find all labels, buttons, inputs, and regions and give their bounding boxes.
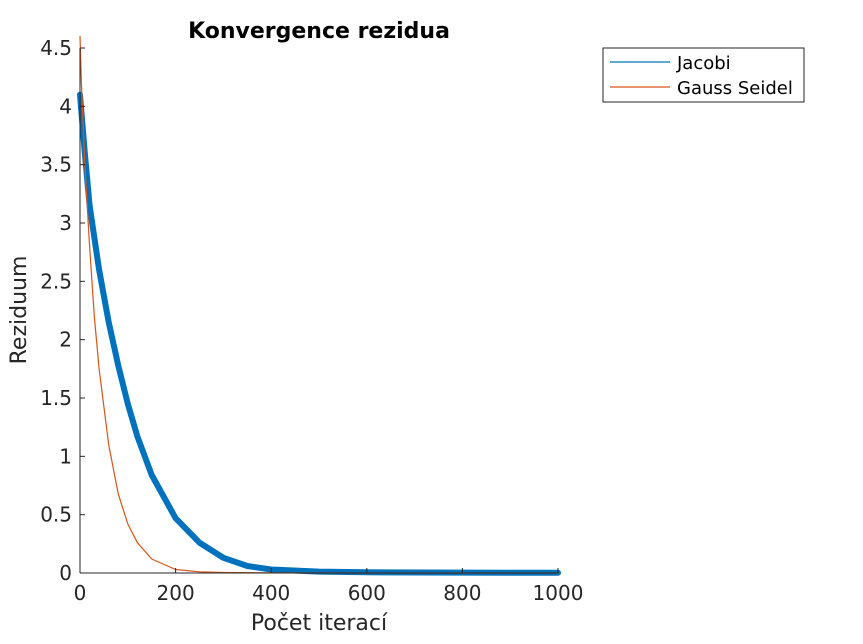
axis-layer: 0 200 400 600 800 1000 0 0.5 1 1.5 2 2.5 3 3.5 4 4.5: [40, 36, 583, 605]
x-tick-label: 200: [157, 581, 195, 605]
legend-label-gauss-seidel: Gauss Seidel: [677, 78, 793, 99]
legend-box: [602, 47, 805, 103]
y-tick-label: 1.5: [40, 386, 72, 410]
x-tick-label: 1000: [533, 581, 584, 605]
y-tick-label: 1: [59, 444, 72, 468]
legend: Jacobi Gauss Seidel: [602, 47, 805, 103]
chart-title: Konvergence rezidua: [188, 19, 450, 44]
y-tick-label: 0: [59, 561, 72, 585]
x-tick-label: 0: [74, 581, 87, 605]
y-tick-label: 2.5: [40, 269, 72, 293]
y-tick-label: 0.5: [40, 503, 72, 527]
x-axis-title: Počet iterací: [251, 611, 388, 636]
y-tick-label: 3: [59, 211, 72, 235]
x-tick-label: 400: [252, 581, 290, 605]
x-tick-label: 600: [348, 581, 386, 605]
y-axis-title: Reziduum: [7, 256, 32, 365]
series-line-0: [77, 91, 561, 576]
plot-area: [80, 48, 558, 573]
y-tick-label: 2: [59, 328, 72, 352]
y-tick-label: 4.5: [40, 36, 72, 60]
y-tick-label: 4: [59, 94, 72, 118]
x-tick-label: 800: [443, 581, 481, 605]
legend-label-jacobi: Jacobi: [676, 53, 731, 74]
y-tick-label: 3.5: [40, 153, 72, 177]
